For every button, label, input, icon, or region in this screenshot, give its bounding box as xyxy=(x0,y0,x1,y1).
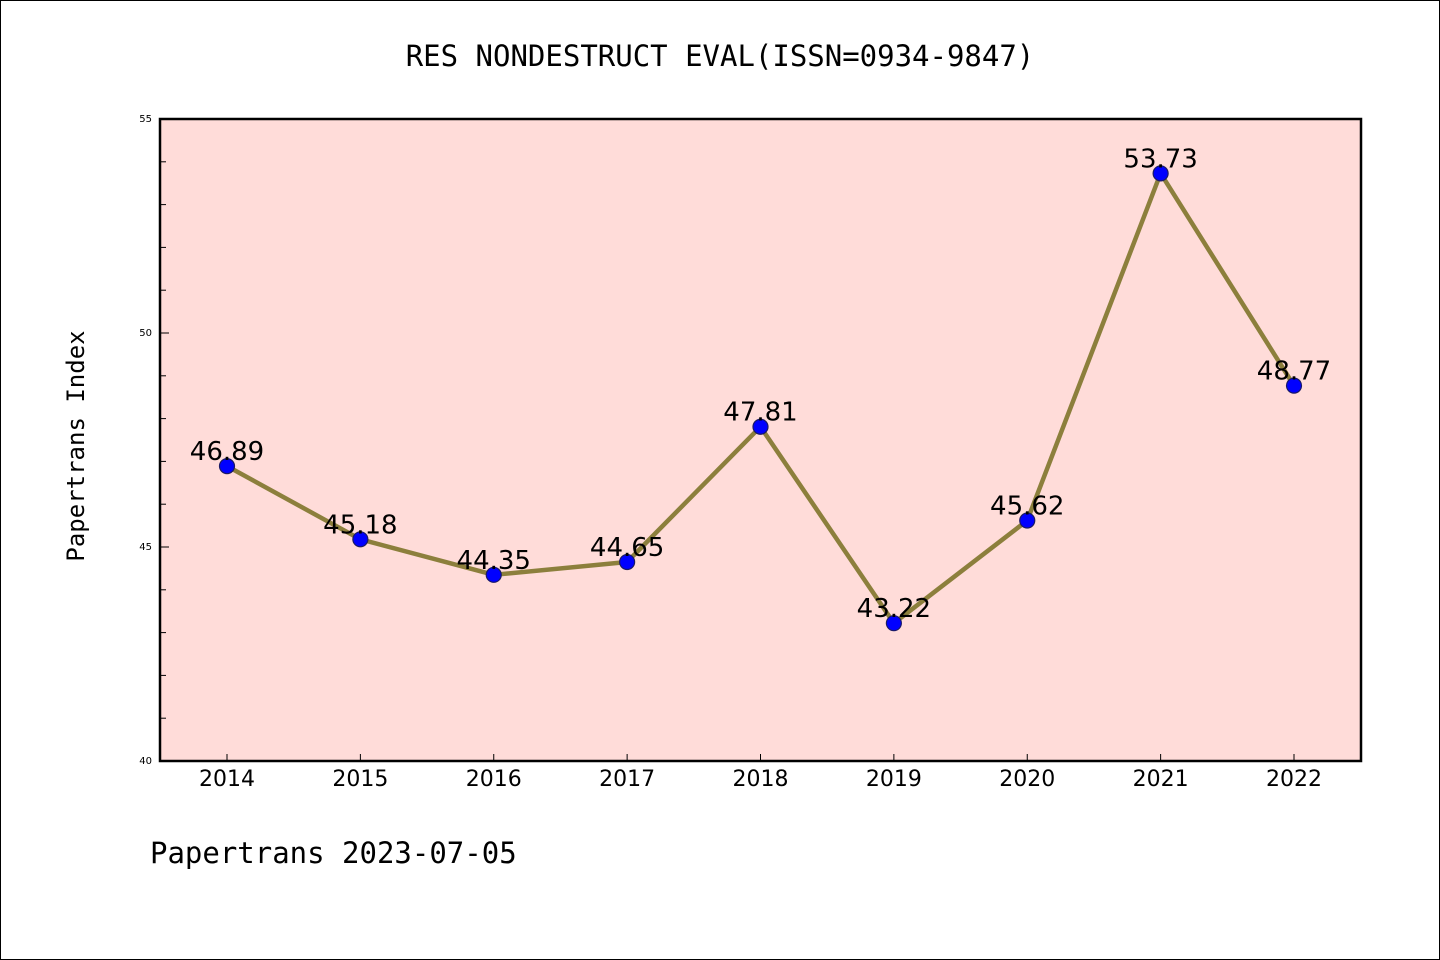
x-tick-label: 2016 xyxy=(466,767,522,792)
data-label: 45.18 xyxy=(323,510,397,540)
y-tick-label: 45 xyxy=(139,542,152,553)
data-label: 53.73 xyxy=(1123,144,1197,174)
data-label: 43.22 xyxy=(857,594,931,624)
chart-title: RES NONDESTRUCT EVAL(ISSN=0934-9847) xyxy=(406,39,1035,73)
data-point-marker xyxy=(1285,377,1303,394)
data-label: 46.89 xyxy=(190,437,264,467)
y-axis-label: Papertrans Index xyxy=(62,330,90,561)
x-tick-label: 2017 xyxy=(599,767,655,792)
y-tick-label: 40 xyxy=(139,756,152,767)
data-point-marker xyxy=(218,458,236,475)
data-point-marker xyxy=(885,615,902,632)
x-tick-label: 2014 xyxy=(199,767,255,792)
data-label: 48.77 xyxy=(1257,357,1331,387)
data-label: 44.35 xyxy=(457,546,531,576)
x-tick-label: 2018 xyxy=(733,767,789,792)
x-tick-label: 2022 xyxy=(1266,767,1322,792)
x-tick-label: 2020 xyxy=(999,767,1055,792)
plot-area xyxy=(158,117,1363,763)
data-point-marker xyxy=(619,553,636,571)
data-point-marker xyxy=(1152,165,1169,182)
data-point-marker xyxy=(352,531,369,548)
x-axis: 2014 2015 2016 2017 2018 2019 2020 2021 2022 xyxy=(199,754,1322,792)
data-point-marker xyxy=(752,418,769,435)
x-tick-label: 2019 xyxy=(866,767,922,792)
data-point-marker xyxy=(1019,512,1036,529)
x-tick-label: 2021 xyxy=(1133,767,1189,792)
data-label: 47.81 xyxy=(723,398,797,428)
data-label: 44.65 xyxy=(590,533,664,563)
data-labels: 46.89 45.18 44.35 44.65 47.81 43.22 45.62 53.73… xyxy=(190,144,1331,624)
data-label: 45.62 xyxy=(990,491,1064,521)
y-tick-label: 50 xyxy=(139,328,152,339)
x-tick-label: 2015 xyxy=(332,767,388,792)
footer-text: Papertrans 2023-07-05 xyxy=(150,836,517,870)
data-point-marker xyxy=(485,566,502,583)
y-tick-label: 55 xyxy=(139,114,152,125)
series-markers xyxy=(218,165,1303,632)
y-axis: 40 45 50 55 xyxy=(139,114,169,767)
